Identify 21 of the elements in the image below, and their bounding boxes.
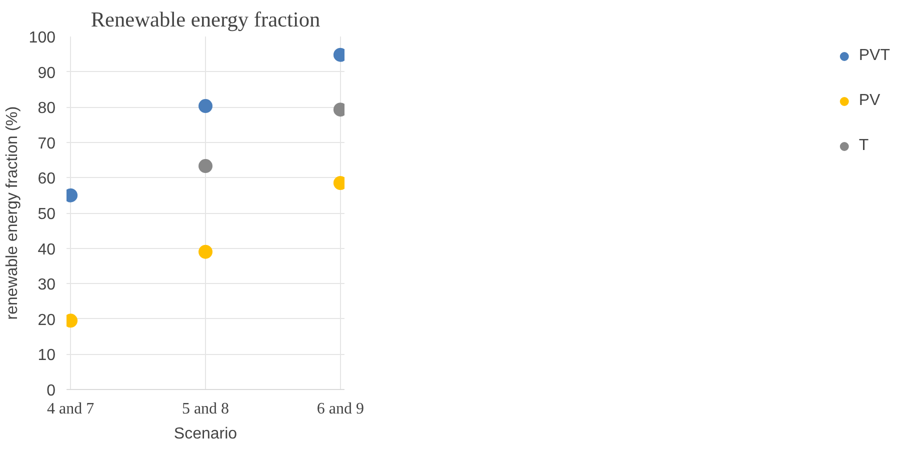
y-tick-label: 40 — [38, 241, 56, 258]
x-tick-label: 6 and 9 — [316, 400, 364, 418]
legend-label: PVT — [858, 47, 890, 65]
y-tick-label: 30 — [38, 276, 56, 294]
y-tick-label: 20 — [38, 312, 56, 329]
x-tick-label: 4 and 7 — [47, 400, 94, 418]
y-tick-label: 0 — [46, 382, 56, 400]
y-tick-label: 70 — [38, 135, 56, 152]
chart-title: Renewable energy fraction — [90, 8, 321, 32]
x-tick-label: 5 and 8 — [182, 400, 230, 418]
y-axis-title: renewable energy fraction (%) — [4, 106, 21, 320]
y-tick-label: 80 — [38, 100, 56, 118]
y-tick-label: 60 — [38, 170, 56, 188]
y-tick-label: 90 — [38, 64, 56, 82]
legend-label: PV — [858, 92, 880, 110]
y-tick-label: 100 — [28, 30, 56, 46]
y-tick-label: 10 — [38, 347, 56, 364]
y-tick-label: 50 — [38, 206, 56, 223]
legend-label: T — [858, 137, 870, 155]
x-axis-title: Scenario — [174, 426, 238, 442]
point — [198, 159, 212, 174]
